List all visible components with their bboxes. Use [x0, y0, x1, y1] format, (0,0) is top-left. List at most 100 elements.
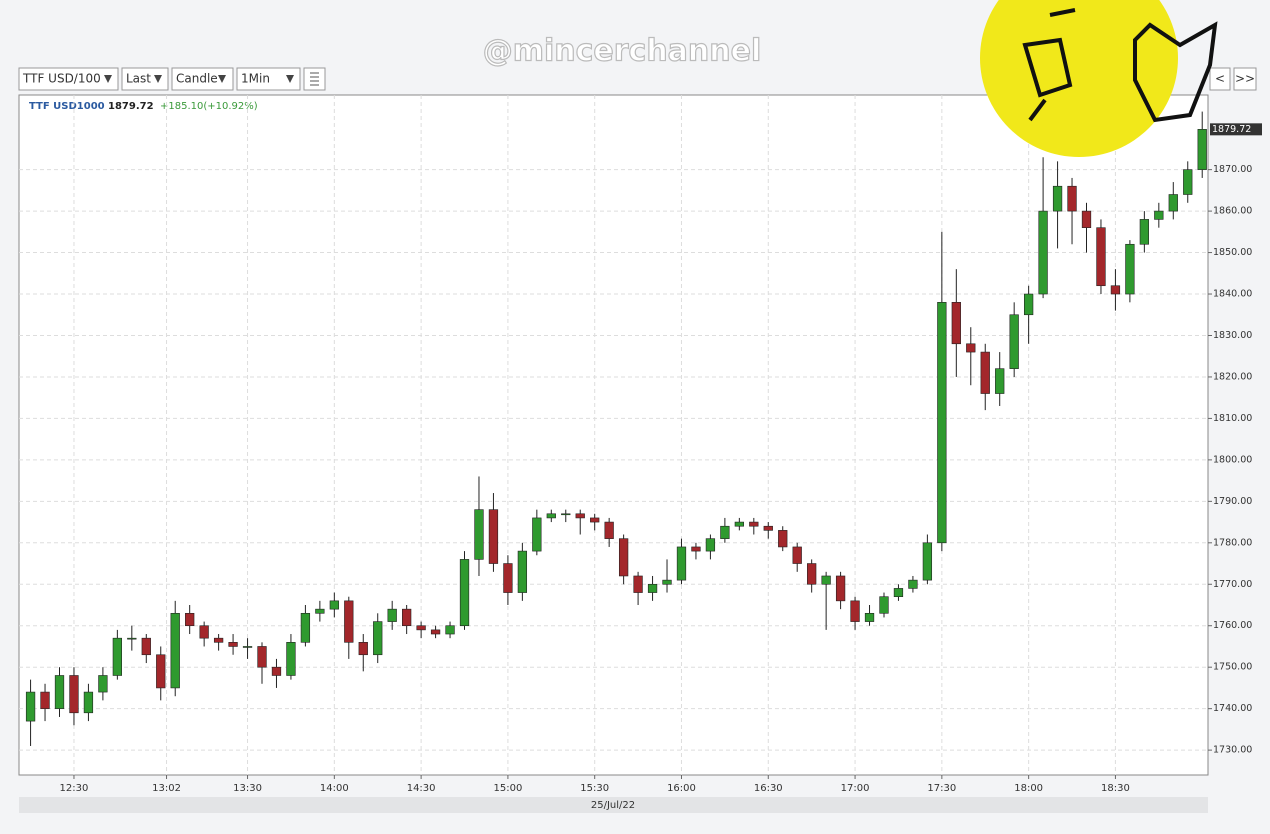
candle-body — [271, 666, 282, 676]
x-tick-label: 17:00 — [841, 783, 870, 794]
y-tick-label: 1860.00 — [1213, 206, 1252, 217]
candle-body — [1009, 314, 1019, 369]
style-select[interactable] — [171, 67, 234, 91]
candle-body — [1038, 210, 1048, 295]
candle-body — [517, 550, 528, 593]
candle-body — [604, 521, 614, 539]
candle-body — [792, 546, 802, 564]
x-tick-label: 14:30 — [407, 783, 436, 794]
candle-body — [908, 579, 918, 589]
candle-body — [358, 642, 368, 656]
y-tick-label: 1850.00 — [1213, 247, 1252, 258]
candle-body — [387, 608, 397, 622]
y-tick-label: 1830.00 — [1213, 330, 1252, 341]
y-tick-label: 1740.00 — [1213, 703, 1252, 714]
style-select-text: Candle — [176, 72, 218, 86]
candle-body — [1023, 293, 1034, 316]
candle-body — [69, 675, 79, 714]
candle-body — [922, 542, 933, 581]
x-tick-label: 18:00 — [1014, 783, 1043, 794]
price-select[interactable] — [121, 67, 169, 91]
candle-body — [127, 637, 137, 640]
prev-button[interactable] — [1209, 67, 1231, 91]
candle-body — [430, 629, 441, 635]
candle-body — [705, 538, 716, 552]
change-label: +185.10(+10.92%) — [160, 101, 258, 112]
candle-body — [980, 351, 990, 394]
y-tick-label: 1780.00 — [1213, 537, 1252, 548]
candle-body — [864, 612, 875, 622]
last-price-tag-text: 1879.72 — [1212, 124, 1251, 135]
candle-body — [546, 513, 556, 519]
candle-body — [749, 521, 759, 527]
last-price: 1879.72 — [108, 101, 154, 112]
candle-body — [1110, 285, 1121, 295]
candle-body — [402, 608, 412, 627]
candle-body — [879, 596, 889, 614]
x-tick-label: 14:00 — [320, 783, 349, 794]
x-tick-label: 12:30 — [60, 783, 89, 794]
logo — [980, 0, 1218, 157]
candle-body — [1183, 169, 1193, 195]
y-tick-label: 1790.00 — [1213, 496, 1252, 507]
interval-select[interactable] — [236, 67, 301, 91]
next-button[interactable] — [1233, 67, 1257, 91]
candle-body — [1154, 210, 1164, 220]
candle-body — [315, 608, 325, 614]
y-tick-label: 1770.00 — [1213, 579, 1252, 590]
candle-body — [720, 525, 730, 539]
settings-button[interactable] — [303, 67, 326, 91]
candle-body — [1197, 129, 1207, 170]
candle-body — [488, 509, 499, 564]
candle-body — [561, 513, 571, 516]
last-price-tag — [1210, 123, 1262, 136]
candle-body — [445, 625, 455, 635]
candle-body — [734, 521, 744, 527]
candle-body — [416, 625, 426, 631]
x-tick-label: 18:30 — [1101, 783, 1130, 794]
y-tick-label: 1820.00 — [1213, 371, 1252, 382]
candle-body — [300, 612, 311, 643]
candle-body — [25, 691, 36, 722]
candle-body — [213, 637, 224, 643]
candle-body — [647, 583, 658, 593]
y-tick-label: 1750.00 — [1213, 662, 1252, 673]
candle-body — [286, 642, 296, 676]
candle-body — [141, 637, 151, 656]
symbol-select-text: TTF USD/100 — [22, 72, 101, 86]
candle-body — [778, 530, 788, 548]
y-tick-label: 1810.00 — [1213, 413, 1252, 424]
y-tick-label: 1870.00 — [1213, 164, 1252, 175]
candle-body — [662, 579, 672, 585]
symbol-select[interactable] — [18, 67, 119, 91]
candle-body — [1168, 194, 1178, 212]
candle-body — [242, 646, 253, 648]
candle-body — [54, 675, 65, 709]
candle-body — [995, 368, 1005, 394]
candle-body — [257, 646, 267, 668]
y-tick-label: 1800.00 — [1213, 454, 1252, 465]
x-tick-label: 16:30 — [754, 783, 783, 794]
date-label: 25/Jul/22 — [591, 800, 635, 811]
x-tick-label: 15:30 — [580, 783, 609, 794]
candle-body — [966, 343, 976, 353]
candle-body — [850, 600, 860, 622]
candle-body — [951, 302, 961, 345]
y-tick-label: 1730.00 — [1213, 745, 1252, 756]
candle-body — [835, 575, 846, 602]
candle-body — [1125, 243, 1135, 295]
candle-body — [185, 612, 195, 627]
candle-body — [503, 563, 513, 593]
plot: 1730.00 1740.00 1750.00 1760.00 1770.00 1780.… — [19, 95, 1262, 794]
candle-body — [199, 625, 209, 639]
candle-body — [344, 600, 354, 643]
toolbar: TTF USD/100 Last Candle 1Min < >> — [18, 67, 1257, 91]
candle-body — [373, 621, 383, 656]
candle-body — [83, 691, 94, 714]
price-select-text: Last — [126, 72, 151, 86]
candle-body — [329, 600, 339, 610]
candle-body — [937, 302, 947, 544]
candle-body — [474, 509, 484, 560]
